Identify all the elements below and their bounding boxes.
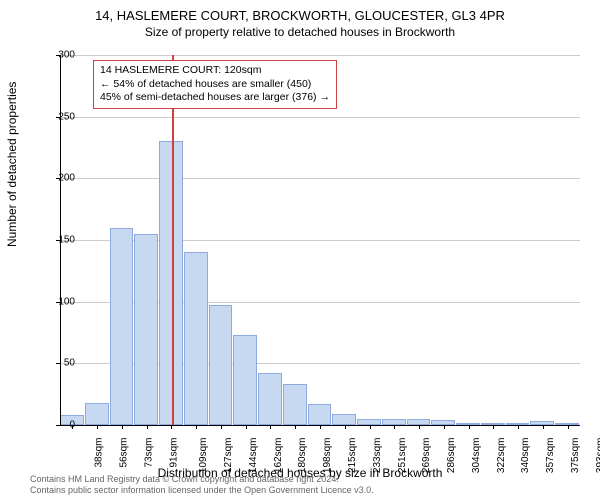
x-tick-label: 38sqm — [94, 438, 105, 468]
x-tick-mark — [72, 425, 73, 429]
histogram-bar — [308, 404, 332, 425]
x-tick-mark — [518, 425, 519, 429]
histogram-bar — [233, 335, 257, 425]
histogram-bar — [85, 403, 109, 425]
y-tick-label: 0 — [45, 420, 75, 431]
y-tick-label: 250 — [45, 111, 75, 122]
x-tick-mark — [320, 425, 321, 429]
property-marker-line — [172, 55, 174, 425]
info-box: 14 HASLEMERE COURT: 120sqm ← 54% of deta… — [93, 60, 337, 109]
x-tick-mark — [345, 425, 346, 429]
histogram-bar — [332, 414, 356, 425]
x-tick-mark — [97, 425, 98, 429]
footer-line-2: Contains public sector information licen… — [30, 485, 374, 496]
info-line-2: ← 54% of detached houses are smaller (45… — [100, 78, 330, 92]
x-tick-mark — [419, 425, 420, 429]
x-tick-mark — [221, 425, 222, 429]
y-axis-label: Number of detached properties — [5, 82, 19, 247]
x-tick-label: 56sqm — [119, 438, 130, 468]
info-line-1: 14 HASLEMERE COURT: 120sqm — [100, 64, 330, 78]
x-tick-mark — [122, 425, 123, 429]
x-tick-mark — [370, 425, 371, 429]
grid-line — [60, 55, 580, 56]
x-tick-mark — [543, 425, 544, 429]
x-tick-mark — [295, 425, 296, 429]
y-tick-label: 150 — [45, 235, 75, 246]
x-tick-mark — [196, 425, 197, 429]
x-tick-mark — [246, 425, 247, 429]
histogram-bar — [283, 384, 307, 425]
grid-line — [60, 117, 580, 118]
x-tick-label: 73sqm — [143, 438, 154, 468]
y-tick-mark — [56, 55, 60, 56]
chart-title-main: 14, HASLEMERE COURT, BROCKWORTH, GLOUCES… — [0, 0, 600, 23]
plot-area — [60, 55, 580, 425]
x-tick-mark — [469, 425, 470, 429]
x-tick-mark — [493, 425, 494, 429]
y-tick-label: 100 — [45, 296, 75, 307]
x-tick-mark — [394, 425, 395, 429]
info-line-3: 45% of semi-detached houses are larger (… — [100, 91, 330, 105]
x-tick-mark — [171, 425, 172, 429]
x-tick-mark — [568, 425, 569, 429]
y-tick-mark — [56, 302, 60, 303]
histogram-bar — [258, 373, 282, 425]
y-tick-mark — [56, 240, 60, 241]
y-tick-label: 50 — [45, 358, 75, 369]
histogram-bar — [184, 252, 208, 425]
footer-line-1: Contains HM Land Registry data © Crown c… — [30, 474, 374, 485]
histogram-bar — [134, 234, 158, 425]
y-tick-mark — [56, 178, 60, 179]
histogram-bar — [110, 228, 134, 425]
y-tick-mark — [56, 425, 60, 426]
y-tick-label: 200 — [45, 173, 75, 184]
x-tick-mark — [147, 425, 148, 429]
footer-attribution: Contains HM Land Registry data © Crown c… — [30, 474, 374, 496]
x-tick-label: 91sqm — [168, 438, 179, 468]
y-tick-mark — [56, 363, 60, 364]
x-tick-mark — [444, 425, 445, 429]
grid-line — [60, 178, 580, 179]
histogram-bar — [209, 305, 233, 425]
y-tick-mark — [56, 117, 60, 118]
y-tick-label: 300 — [45, 50, 75, 61]
x-tick-mark — [270, 425, 271, 429]
chart-title-sub: Size of property relative to detached ho… — [0, 23, 600, 39]
